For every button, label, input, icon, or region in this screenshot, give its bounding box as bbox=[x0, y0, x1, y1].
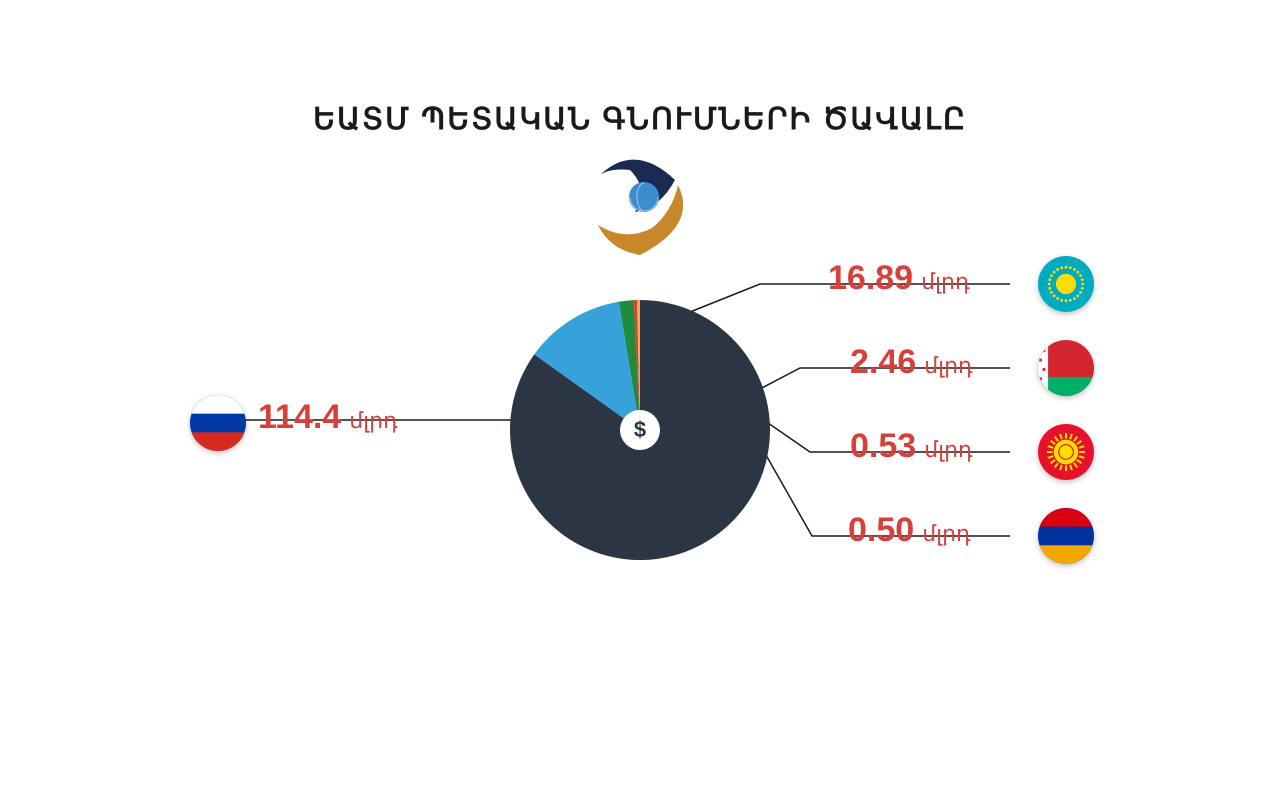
value-armenia: 0.50 մլրդ bbox=[848, 511, 971, 550]
dollar-badge-icon: $ bbox=[620, 410, 660, 450]
value-num: 16.89 bbox=[828, 259, 913, 298]
chart-title: ԵԱՏՄ ՊԵՏԱԿԱՆ ԳՆՈՒՄՆԵՐԻ ԾԱՎԱԼԸ bbox=[0, 102, 1280, 137]
value-num: 0.50 bbox=[848, 511, 914, 550]
flag-belarus-icon bbox=[1038, 340, 1094, 396]
value-belarus: 2.46 մլրդ bbox=[850, 343, 973, 382]
value-unit: մլրդ bbox=[922, 521, 970, 547]
value-kyrgyzstan: 0.53 մլրդ bbox=[850, 427, 973, 466]
value-unit: մլրդ bbox=[924, 353, 972, 379]
dollar-sign: $ bbox=[634, 417, 646, 443]
flag-kyrgyzstan-icon bbox=[1038, 424, 1094, 480]
flag-russia-icon bbox=[190, 395, 246, 451]
value-num: 2.46 bbox=[850, 343, 916, 382]
value-kazakhstan: 16.89 մլրդ bbox=[828, 259, 970, 298]
value-num: 114.4 bbox=[258, 398, 341, 437]
value-unit: մլրդ bbox=[924, 437, 972, 463]
value-unit: մլրդ bbox=[349, 408, 397, 434]
flag-armenia-icon bbox=[1038, 508, 1094, 564]
flag-kazakhstan-icon bbox=[1038, 256, 1094, 312]
value-num: 0.53 bbox=[850, 427, 916, 466]
value-russia: 114.4 մլրդ bbox=[258, 398, 398, 437]
value-unit: մլրդ bbox=[921, 269, 969, 295]
eaeu-logo bbox=[580, 150, 700, 265]
